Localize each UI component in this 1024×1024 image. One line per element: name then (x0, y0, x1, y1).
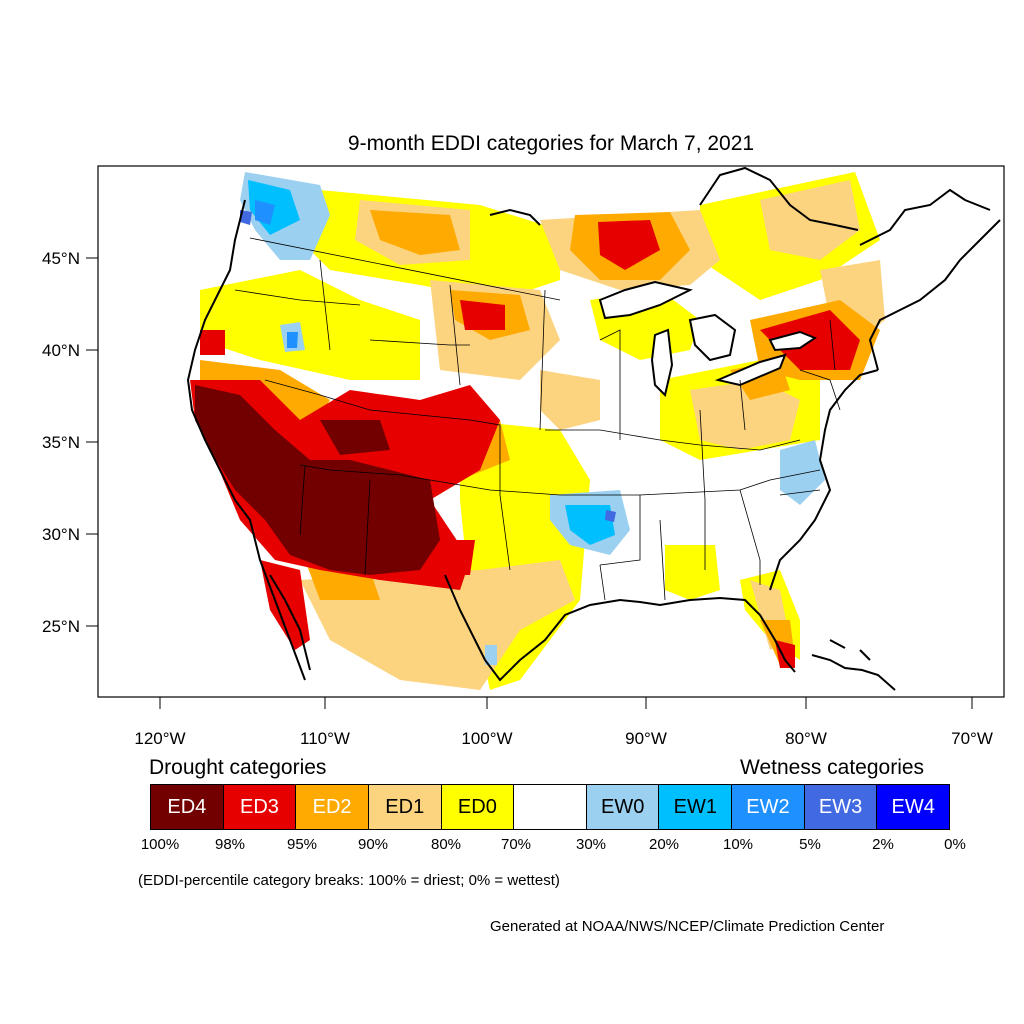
lat-label-35: 35°N (42, 433, 80, 452)
legend-box-ew1: EW1 (659, 785, 733, 829)
percent-break-label: 100% (140, 836, 180, 853)
legend-box-ew4: EW4 (877, 785, 950, 829)
great-lakes (598, 280, 818, 397)
percent-break-label: 0% (944, 836, 966, 853)
category-note: (EDDI-percentile category breaks: 100% =… (138, 872, 560, 889)
map-frame (97, 165, 1005, 698)
legend-box-ed1: ED1 (368, 785, 442, 829)
legend-box-ed2: ED2 (296, 785, 369, 829)
lat-ticks (86, 257, 98, 627)
credit-line: Generated at NOAA/NWS/NCEP/Climate Predi… (490, 918, 885, 935)
lon-label-80: 80°W (785, 729, 827, 748)
legend-box-normal (514, 785, 587, 829)
percent-break-label: 10% (722, 836, 754, 853)
legend-box-ed4: ED4 (151, 785, 224, 829)
legend-box-ew3: EW3 (804, 785, 878, 829)
lon-label-70: 70°W (951, 729, 993, 748)
lat-tick-labels: 45°N 40°N 35°N 30°N 25°N (42, 249, 80, 636)
ed4-regions (195, 385, 440, 575)
legend-box-ew0: EW0 (586, 785, 660, 829)
map-field (185, 166, 1001, 697)
lon-label-120: 120°W (134, 729, 185, 748)
state-borders (234, 237, 841, 601)
percent-break-label: 90% (357, 836, 389, 853)
wetness-heading: Wetness categories (740, 756, 925, 779)
percent-break-label: 20% (648, 836, 680, 853)
lat-label-30: 30°N (42, 525, 80, 544)
category-legend: ED4 ED3 ED2 ED1 ED0 EW0 EW1 EW2 EW3 EW4 (150, 784, 950, 830)
lon-label-100: 100°W (461, 729, 512, 748)
lon-label-90: 90°W (625, 729, 667, 748)
percent-break-label: 30% (575, 836, 607, 853)
lat-label-45: 45°N (42, 249, 80, 268)
legend-box-ew2: EW2 (732, 785, 805, 829)
coastlines (186, 166, 1001, 682)
caribbean-coast (811, 639, 896, 691)
legend-box-ed0: ED0 (441, 785, 515, 829)
lon-ticks (159, 697, 973, 709)
percent-break-label: 80% (430, 836, 462, 853)
percent-break-label: 5% (799, 836, 821, 853)
lat-label-40: 40°N (42, 341, 80, 360)
legend-box-ed3: ED3 (223, 785, 297, 829)
lat-label-25: 25°N (42, 617, 80, 636)
lon-label-110: 110°W (300, 729, 350, 748)
ew-regions (240, 172, 825, 665)
percent-break-label: 70% (500, 836, 532, 853)
percent-break-label: 95% (286, 836, 318, 853)
percent-break-label: 98% (214, 836, 246, 853)
lon-tick-labels: 120°W 110°W 100°W 90°W 80°W 70°W (134, 729, 992, 748)
map-title: 9-month EDDI categories for March 7, 202… (347, 132, 755, 155)
percent-break-label: 2% (872, 836, 894, 853)
drought-heading: Drought categories (149, 756, 327, 779)
